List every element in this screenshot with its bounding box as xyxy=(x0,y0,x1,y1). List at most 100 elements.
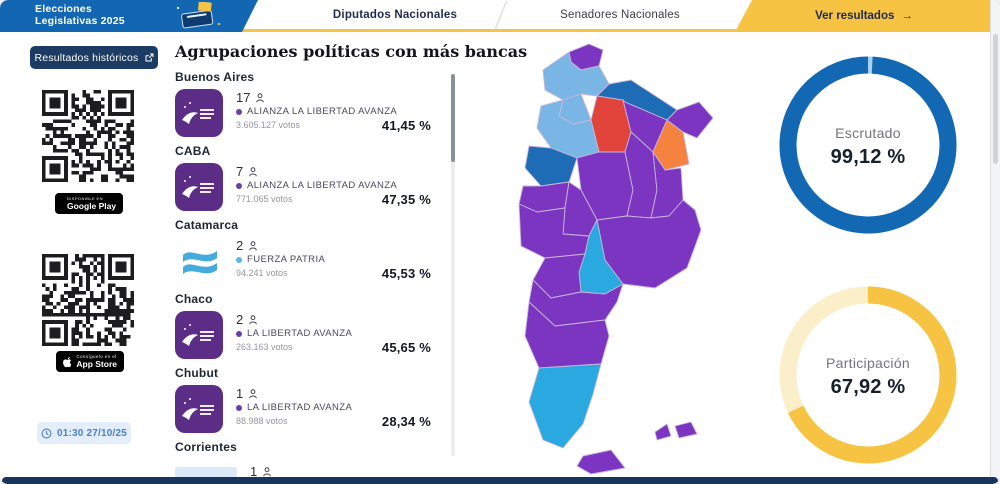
escrutado-value: 99,12 % xyxy=(831,146,906,168)
province-name: Buenos Aires xyxy=(175,70,255,84)
province-group: Chubut 1 LA LIBERTAD AVANZA 88.988 votos… xyxy=(175,366,443,433)
party-logo-lla xyxy=(175,385,223,433)
brand-title: Elecciones Legislativas 2025 xyxy=(35,3,125,27)
map-province-misiones[interactable] xyxy=(666,101,714,139)
party-color-dot xyxy=(236,257,242,263)
province-group: CABA 7 ALIANZA LA LIBERTAD AVANZA 771.06… xyxy=(175,144,443,211)
resultados-historicos-button[interactable]: Resultados históricos xyxy=(30,46,158,69)
qr-code-app-store xyxy=(42,254,134,346)
province-group: Buenos Aires 17 ALIANZA LA LIBERTAD AVAN… xyxy=(175,70,443,137)
external-link-icon xyxy=(145,53,153,62)
clock-icon xyxy=(41,428,52,438)
apple-icon xyxy=(63,356,72,367)
seat-count: 2 xyxy=(236,312,244,327)
seat-count: 1 xyxy=(236,386,244,401)
map-province-santacruz[interactable] xyxy=(528,363,602,449)
page-title: Agrupaciones políticas con más bancas xyxy=(175,42,528,61)
tab-diputados-nacionales[interactable]: Diputados Nacionales xyxy=(332,8,458,21)
escrutado-label: Escrutado xyxy=(835,125,901,141)
vote-percent: 28,34 % xyxy=(381,414,431,429)
vote-count: 94.241 votos xyxy=(236,268,288,278)
party-logo-lla xyxy=(175,163,223,211)
map-province-tierradelfuego[interactable] xyxy=(576,449,626,475)
page-scrollbar xyxy=(990,0,1000,484)
party-result-row: 2 LA LIBERTAD AVANZA 263.163 votos 45,65… xyxy=(175,311,443,359)
page-scrollbar-thumb[interactable] xyxy=(993,34,998,164)
app-store-label: App Store xyxy=(76,359,117,369)
google-play-label: Google Play xyxy=(67,200,117,211)
party-name: FUERZA PATRIA xyxy=(247,254,326,265)
province-group: Corrientes 1 xyxy=(175,440,443,484)
person-icon xyxy=(263,466,272,476)
person-icon xyxy=(249,388,258,398)
party-name: ALIANZA LA LIBERTAD AVANZA xyxy=(247,106,398,117)
escrutado-gauge: Escrutado 99,12 % xyxy=(779,56,957,234)
arrow-right-icon: → xyxy=(901,10,913,22)
ballot-box-icon xyxy=(170,2,228,30)
party-result-row-loading: 1 xyxy=(175,459,443,484)
party-name: ALIANZA LA LIBERTAD AVANZA xyxy=(247,180,398,191)
province-name: CABA xyxy=(175,144,211,158)
ver-resultados-label: Ver resultados xyxy=(815,10,895,22)
vote-percent: 41,45 % xyxy=(381,118,431,133)
resultados-historicos-label: Resultados históricos xyxy=(34,51,139,64)
province-group: Chaco 2 LA LIBERTAD AVANZA 263.163 votos… xyxy=(175,292,443,359)
province-name: Catamarca xyxy=(175,218,239,232)
party-result-row: 7 ALIANZA LA LIBERTAD AVANZA 771.065 vot… xyxy=(175,163,443,211)
map-province-malvinas[interactable] xyxy=(654,423,672,441)
footer-bar xyxy=(2,477,998,484)
tab-separator xyxy=(494,1,508,29)
app-store-tagline: Consíguelo en el xyxy=(76,353,117,359)
party-color-dot xyxy=(236,331,242,337)
party-result-row: 2 FUERZA PATRIA 94.241 votos 45,53 % xyxy=(175,237,443,285)
province-results-list: Buenos Aires 17 ALIANZA LA LIBERTAD AVAN… xyxy=(175,70,443,484)
list-scrollbar xyxy=(451,74,455,456)
province-name: Chubut xyxy=(175,366,219,380)
qr-code-google-play xyxy=(42,90,134,182)
province-group: Catamarca 2 FUERZA PATRIA 94.241 votos 4… xyxy=(175,218,443,285)
party-result-row: 17 ALIANZA LA LIBERTAD AVANZA 3.605.127 … xyxy=(175,89,443,137)
person-icon xyxy=(256,92,265,102)
person-icon xyxy=(249,314,258,324)
tab-senadores-nacionales[interactable]: Senadores Nacionales xyxy=(560,8,680,21)
party-name: LA LIBERTAD AVANZA xyxy=(247,402,353,413)
seat-count: 1 xyxy=(250,464,258,479)
province-name: Corrientes xyxy=(175,440,238,454)
party-color-dot xyxy=(236,109,242,115)
party-logo-placeholder xyxy=(175,467,237,479)
party-logo-fuerza-patria xyxy=(175,237,223,285)
participacion-value: 67,92 % xyxy=(831,376,906,398)
google-play-tagline: DISPONIBLE EN xyxy=(67,195,103,201)
participacion-gauge: Participación 67,92 % xyxy=(779,286,957,464)
ver-resultados-button[interactable]: Ver resultados → xyxy=(735,0,993,32)
argentina-province-map xyxy=(518,43,714,475)
list-scrollbar-thumb[interactable] xyxy=(451,74,455,162)
party-logo-lla xyxy=(175,89,223,137)
map-province-malvinas[interactable] xyxy=(674,421,698,439)
vote-percent: 45,65 % xyxy=(381,340,431,355)
province-name: Chaco xyxy=(175,292,213,306)
vote-percent: 45,53 % xyxy=(381,266,431,281)
google-play-badge[interactable]: DISPONIBLE EN Google Play xyxy=(55,193,123,214)
timestamp-text: 01:30 27/10/25 xyxy=(56,427,128,439)
participacion-label: Participación xyxy=(826,355,910,371)
vote-percent: 47,35 % xyxy=(381,192,431,207)
map-province-chubut[interactable] xyxy=(524,301,610,369)
party-result-row: 1 LA LIBERTAD AVANZA 88.988 votos 28,34 … xyxy=(175,385,443,433)
vote-count: 263.163 votos xyxy=(236,342,293,352)
person-icon xyxy=(249,166,258,176)
brand-banner: Elecciones Legislativas 2025 xyxy=(0,0,258,32)
map-province-catamarca[interactable] xyxy=(536,99,600,159)
party-name: LA LIBERTAD AVANZA xyxy=(247,328,353,339)
app-store-badge[interactable]: Consíguelo en el App Store xyxy=(56,351,124,372)
vote-count: 3.605.127 votos xyxy=(236,120,301,130)
last-update-timestamp: 01:30 27/10/25 xyxy=(37,422,131,444)
vote-count: 771.065 votos xyxy=(236,194,293,204)
seat-count: 17 xyxy=(236,90,251,105)
vote-count: 88.988 votos xyxy=(236,416,288,426)
party-color-dot xyxy=(236,183,242,189)
party-color-dot xyxy=(236,405,242,411)
seat-count: 2 xyxy=(236,238,244,253)
seat-count: 7 xyxy=(236,164,244,179)
party-logo-lla xyxy=(175,311,223,359)
